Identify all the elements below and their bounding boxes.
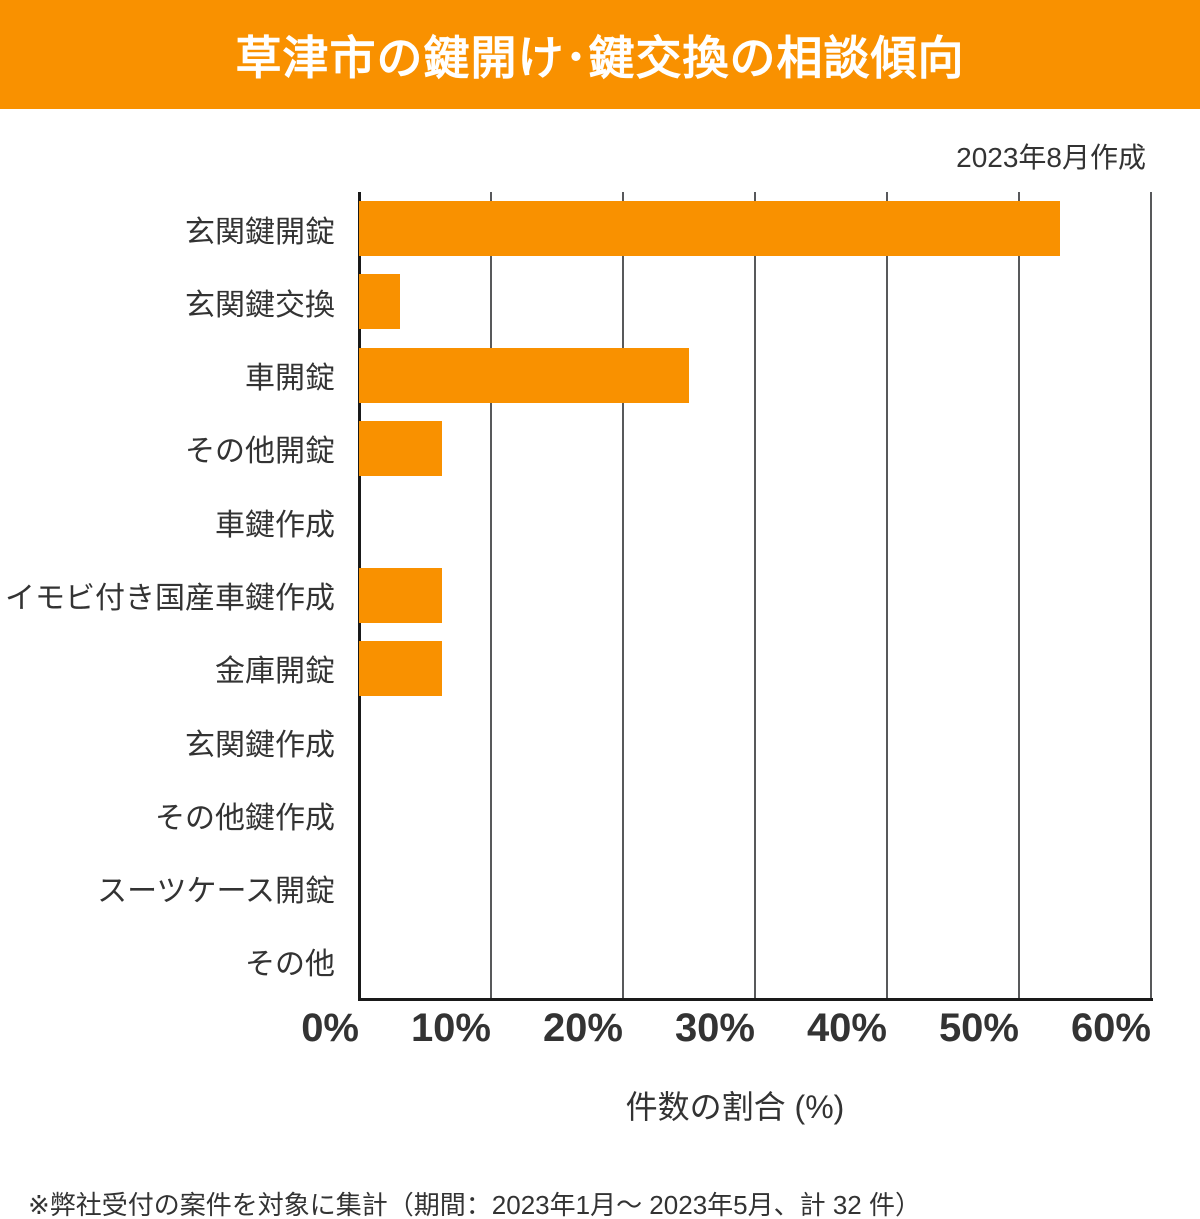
x-tick-label: 10% (410, 1006, 491, 1050)
created-date-label: 2023年8月作成 (956, 142, 1146, 173)
bar-4 (359, 420, 443, 476)
gridline-60pct (1150, 192, 1152, 998)
bar-6 (359, 567, 443, 623)
bar-7 (359, 640, 443, 696)
bar-1 (359, 201, 1060, 257)
gridline-30pct (754, 192, 756, 998)
category-label: 車開錠 (245, 362, 335, 396)
category-label: その他 (245, 948, 335, 982)
x-tick-label: 20% (542, 1006, 623, 1050)
gridline-40pct (885, 192, 888, 998)
x-axis-tick-labels: 0% 10% 20% 30% 40% 50% 60% (0, 1006, 1200, 1058)
category-label: 玄関鍵開錠 (185, 215, 335, 249)
category-label-column: 玄関鍵開錠玄関鍵交換車開錠その他開錠車鍵作成イモビ付き国産車鍵作成金庫開錠玄関鍵… (0, 192, 347, 998)
title-banner: 草津市の鍵開け･鍵交換の相談傾向 (0, 0, 1200, 109)
category-label: イモビ付き国産車鍵作成 (5, 581, 335, 615)
gridline-20pct (621, 192, 624, 998)
gridline-10pct (489, 192, 492, 998)
category-label: スーツケース開錠 (97, 875, 335, 909)
x-tick-label: 0% (301, 1006, 359, 1050)
category-label: 金庫開錠 (215, 655, 335, 689)
x-axis-title: 件数の割合 (%) (625, 1089, 845, 1125)
x-tick-label: 60% (1070, 1006, 1151, 1050)
bar-3 (359, 347, 689, 403)
x-axis-line (358, 998, 1153, 1001)
page-title: 草津市の鍵開け･鍵交換の相談傾向 (235, 31, 965, 84)
x-tick-label: 30% (674, 1006, 755, 1050)
category-label: その他鍵作成 (155, 801, 335, 835)
category-label: 玄関鍵作成 (185, 728, 335, 762)
category-label: その他開錠 (185, 435, 335, 469)
footnote: ※弊社受付の案件を対象に集計（期間：2023年1月～ 2023年5月、計 32 … (28, 1190, 921, 1219)
category-label: 車鍵作成 (215, 508, 335, 542)
bar-2 (359, 274, 400, 330)
category-label: 玄関鍵交換 (185, 288, 335, 322)
gridline-50pct (1018, 192, 1020, 998)
plot-area (358, 192, 1153, 1001)
x-tick-label: 50% (938, 1006, 1019, 1050)
x-tick-label: 40% (806, 1006, 887, 1050)
